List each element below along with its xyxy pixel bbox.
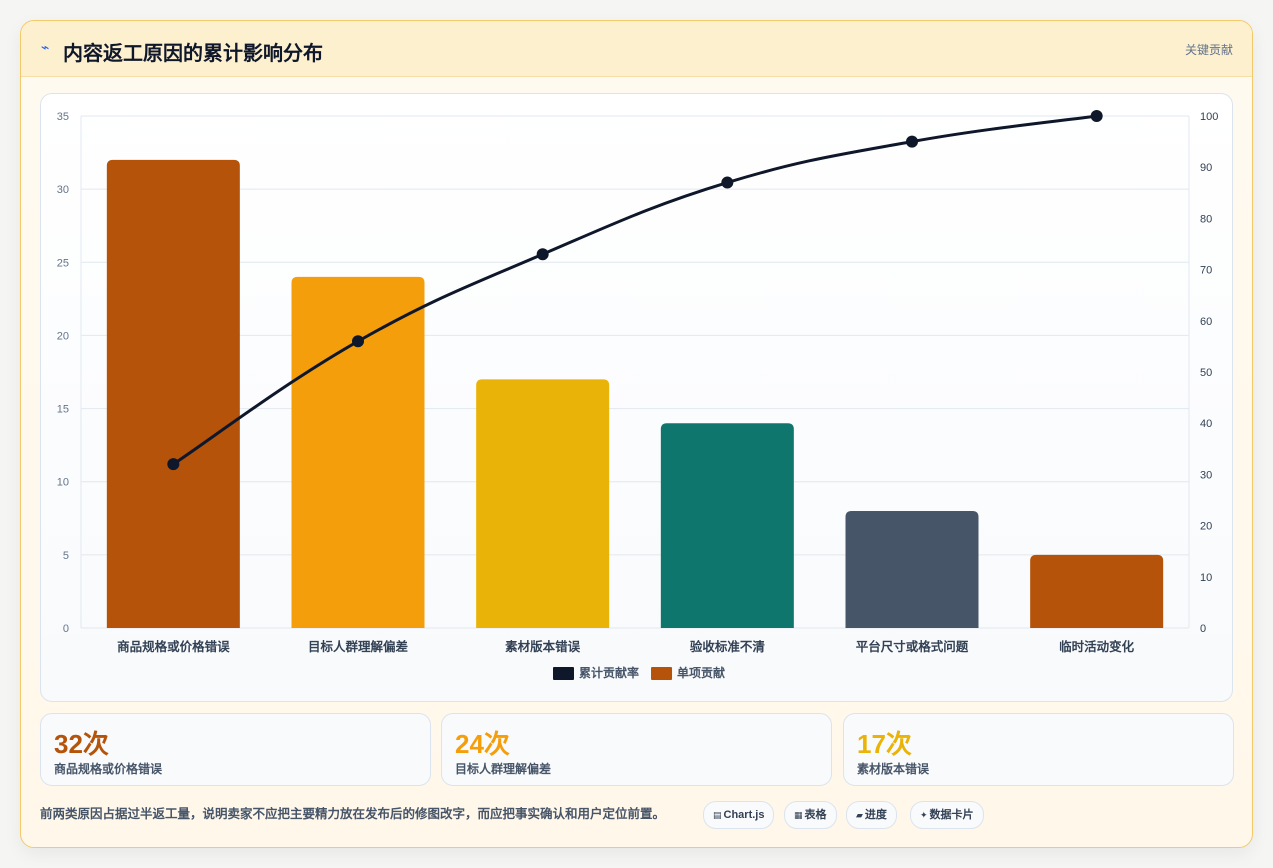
cumulative-point	[1090, 110, 1103, 122]
chart-card: ⌁ 内容返工原因的累计影响分布 关键贡献 0 5 10 15 20 25 30 35 0 10 20…	[20, 20, 1253, 848]
chip-label: 数据卡片	[929, 809, 974, 821]
y-tick-label-right: 30	[1200, 469, 1212, 481]
y-tick-label-right: 20	[1200, 521, 1212, 533]
x-tick-label: 目标人群理解偏差	[308, 639, 408, 654]
y-tick-label-right: 80	[1200, 213, 1212, 225]
y-tick-label-right: 40	[1200, 418, 1212, 430]
y-tick-label-right: 90	[1200, 162, 1212, 174]
table-icon: ▦	[794, 810, 803, 820]
cumulative-point	[536, 248, 549, 261]
stat-value: 17次	[857, 729, 912, 759]
footnote: 前两类原因占据过半返工量，说明卖家不应把主要精力放在发布后的修图改字，而应把事实…	[40, 807, 666, 821]
stat-label: 素材版本错误	[857, 762, 930, 776]
bar	[476, 379, 610, 628]
legend-label: 累计贡献率	[579, 665, 639, 680]
chart-panel: 0 5 10 15 20 25 30 35 0 10 20 30 40 50 60 70 80 90 100 商品规格…	[40, 93, 1233, 702]
stat-value: 24次	[455, 729, 510, 759]
y-tick-label-right: 60	[1200, 316, 1212, 328]
y-tick-label-left: 30	[57, 184, 69, 196]
stat-card: 24次 目标人群理解偏差	[441, 713, 832, 786]
chip-label: Chart.js	[723, 809, 765, 821]
y-tick-label-left: 0	[63, 623, 69, 635]
chip-table[interactable]: ▦ 表格	[784, 801, 837, 829]
card-title: 内容返工原因的累计影响分布	[63, 43, 323, 65]
legend-swatch	[553, 667, 574, 680]
header-tag: 关键贡献	[1184, 43, 1233, 57]
cumulative-point	[167, 458, 180, 471]
x-tick-label: 验收标准不清	[690, 639, 766, 654]
chip-chartjs[interactable]: ▤ Chart.js	[703, 801, 775, 829]
card-header: ⌁ 内容返工原因的累计影响分布 关键贡献	[21, 21, 1252, 77]
y-tick-label-right: 100	[1200, 111, 1218, 123]
y-tick-label-right: 10	[1200, 572, 1212, 584]
pareto-chart: 0 5 10 15 20 25 30 35 0 10 20 30 40 50 60 70 80 90 100 商品规格…	[57, 110, 1218, 680]
stat-value: 32次	[54, 729, 109, 759]
bar	[1030, 554, 1164, 628]
chart-icon: ▤	[713, 810, 722, 820]
x-tick-label: 商品规格或价格错误	[117, 639, 230, 654]
chip-label: 进度	[864, 809, 887, 821]
y-tick-label-left: 10	[57, 477, 69, 489]
cumulative-point	[352, 335, 364, 348]
x-tick-label: 临时活动变化	[1059, 639, 1135, 654]
bar	[845, 510, 979, 628]
bar	[106, 159, 240, 628]
cumulative-point	[906, 135, 918, 148]
progress-icon: ▰	[856, 810, 863, 820]
legend-label: 单项贡献	[677, 665, 725, 680]
y-tick-label-left: 25	[57, 257, 69, 269]
stat-label: 商品规格或价格错误	[54, 762, 163, 776]
chip-data-card[interactable]: ✦ 数据卡片	[910, 801, 984, 829]
y-tick-label-right: 0	[1200, 623, 1206, 635]
y-tick-label-left: 5	[63, 550, 69, 562]
chip-label: 表格	[804, 809, 827, 821]
chart-icon: ⌁	[41, 39, 50, 55]
x-tick-label: 平台尺寸或格式问题	[856, 639, 969, 654]
y-tick-label-left: 20	[57, 330, 69, 342]
y-tick-label-left: 35	[57, 111, 69, 123]
cumulative-point	[721, 176, 734, 189]
y-tick-label-right: 50	[1200, 367, 1212, 379]
stat-card: 17次 素材版本错误	[843, 713, 1234, 786]
data-card-icon: ✦	[920, 810, 928, 820]
y-tick-label-right: 70	[1200, 265, 1212, 277]
bar	[291, 276, 425, 628]
legend-swatch	[651, 667, 673, 680]
stat-label: 目标人群理解偏差	[455, 762, 552, 776]
chip-progress[interactable]: ▰ 进度	[846, 801, 897, 829]
x-tick-label: 素材版本错误	[505, 639, 581, 654]
y-tick-label-left: 15	[57, 404, 69, 416]
bar	[660, 423, 794, 628]
cumulative-line	[172, 114, 1097, 466]
stat-card: 32次 商品规格或价格错误	[40, 713, 431, 786]
